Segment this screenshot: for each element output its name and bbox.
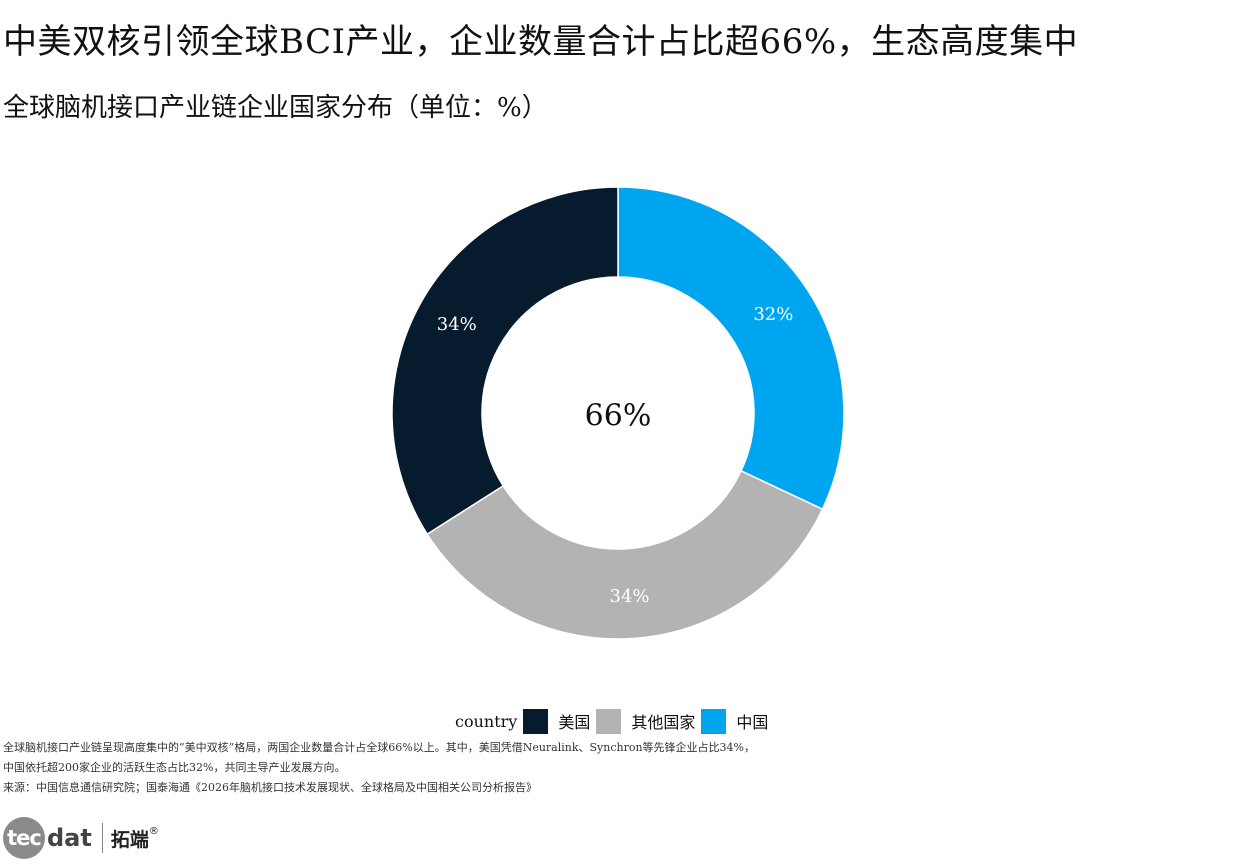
slice-label-1: 34% — [610, 586, 650, 607]
slice-label-2: 34% — [437, 314, 477, 335]
legend-item-0: 美国 — [523, 708, 591, 734]
center-label: 66% — [585, 399, 652, 434]
registered-mark: ® — [148, 825, 159, 837]
logo-circle: tec — [3, 817, 45, 859]
slice-1 — [426, 469, 824, 640]
logo-text: dat — [47, 824, 92, 852]
logo-cn-text: 拓端 — [110, 828, 149, 851]
slice-2 — [391, 186, 619, 536]
legend-label-1: 其他国家 — [631, 713, 696, 732]
tecdat-logo: tec dat 拓端 ® — [3, 815, 159, 861]
chart-title: 中美双核引领全球BCI产业，企业数量合计占比超66%，生态高度集中 — [3, 22, 1079, 62]
legend-title: country — [455, 711, 518, 731]
legend-item-1: 其他国家 — [596, 708, 696, 734]
legend-label-0: 美国 — [558, 713, 591, 732]
donut-chart: 32% 34% 34% 66% — [391, 186, 845, 640]
legend-label-2: 中国 — [736, 713, 769, 732]
note-line-2: 中国依托超200家企业的活跃生态占比32%，共同主导产业发展方向。 — [3, 761, 346, 774]
legend-swatch-1 — [596, 708, 622, 734]
legend-swatch-2 — [701, 708, 727, 734]
logo-divider — [101, 823, 103, 853]
slice-0 — [617, 186, 845, 511]
legend-item-2: 中国 — [701, 708, 769, 734]
source-note: 来源：中国信息通信研究院；国泰海通《2026年脑机接口技术发展现状、全球格局及中… — [3, 781, 537, 794]
chart-subtitle: 全球脑机接口产业链企业国家分布（单位：%） — [3, 93, 548, 123]
legend: country 美国 其他国家 中国 — [455, 707, 774, 735]
slice-label-0: 32% — [753, 304, 793, 325]
note-line-1: 全球脑机接口产业链呈现高度集中的“美中双核”格局，两国企业数量合计占全球66%以… — [3, 741, 756, 754]
legend-swatch-0 — [523, 708, 549, 734]
